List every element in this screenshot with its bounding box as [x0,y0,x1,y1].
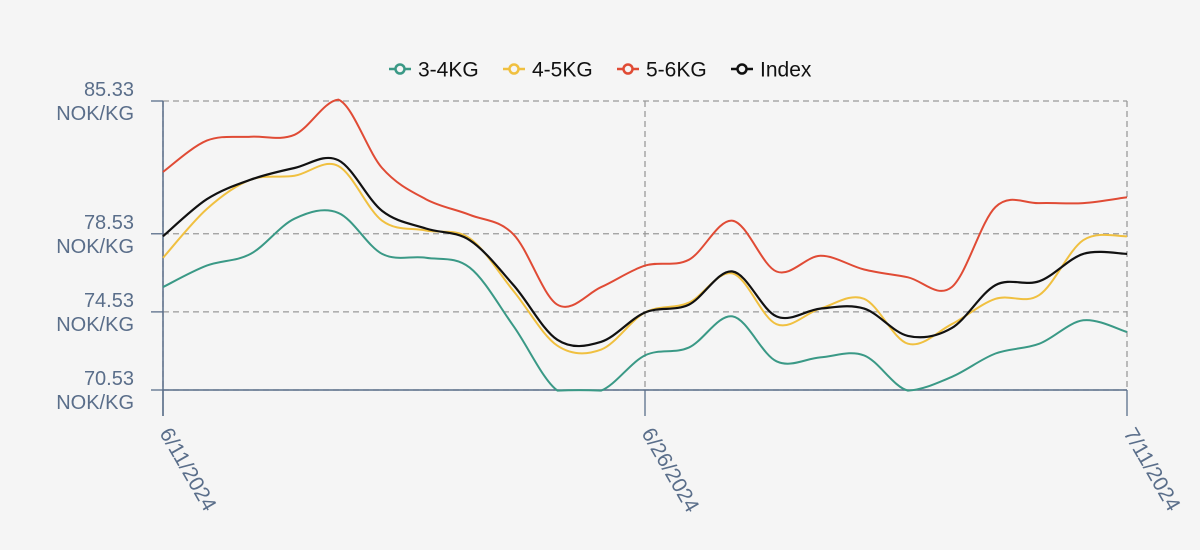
x-tick-label: 7/11/2024 [1119,424,1185,515]
legend-label: 4-5KG [532,59,593,82]
y-tick-unit: NOK/KG [56,392,134,414]
series-line-index [162,156,1128,348]
y-tick-unit: NOK/KG [56,314,134,336]
legend-item-5-6kg[interactable]: 5-6KG [617,59,707,82]
legend-label: Index [760,59,812,82]
series-line-3-4kg [162,209,1128,392]
y-tick-unit: NOK/KG [56,236,134,258]
legend-item-3-4kg[interactable]: 3-4KG [389,59,479,82]
legend-marker [508,63,520,75]
plot-area [162,98,1128,392]
x-axis: 6/11/2024 6/26/2024 7/11/2024 [155,389,1185,517]
y-tick-label: 74.53 [84,290,134,312]
chart-legend: 3-4KG 4-5KG 5-6KG Index [389,59,812,82]
y-tick-unit: NOK/KG [56,103,134,125]
legend-marker [394,63,406,75]
chart-grid [162,100,1128,391]
legend-marker [622,63,634,75]
legend-label: 3-4KG [418,59,479,82]
y-tick-label: 78.53 [84,212,134,234]
y-tick-label: 85.33 [84,79,134,101]
x-tick-label: 6/11/2024 [155,424,221,515]
legend-item-index[interactable]: Index [731,59,812,82]
legend-marker [736,63,748,75]
series-line-5-6kg [162,98,1128,308]
y-tick-label: 70.53 [84,368,134,390]
y-axis: 85.33NOK/KG78.53NOK/KG74.53NOK/KG70.53NO… [56,79,164,416]
legend-item-4-5kg[interactable]: 4-5KG [503,59,593,82]
legend-label: 5-6KG [646,59,707,82]
x-tick-label: 6/26/2024 [637,424,704,517]
